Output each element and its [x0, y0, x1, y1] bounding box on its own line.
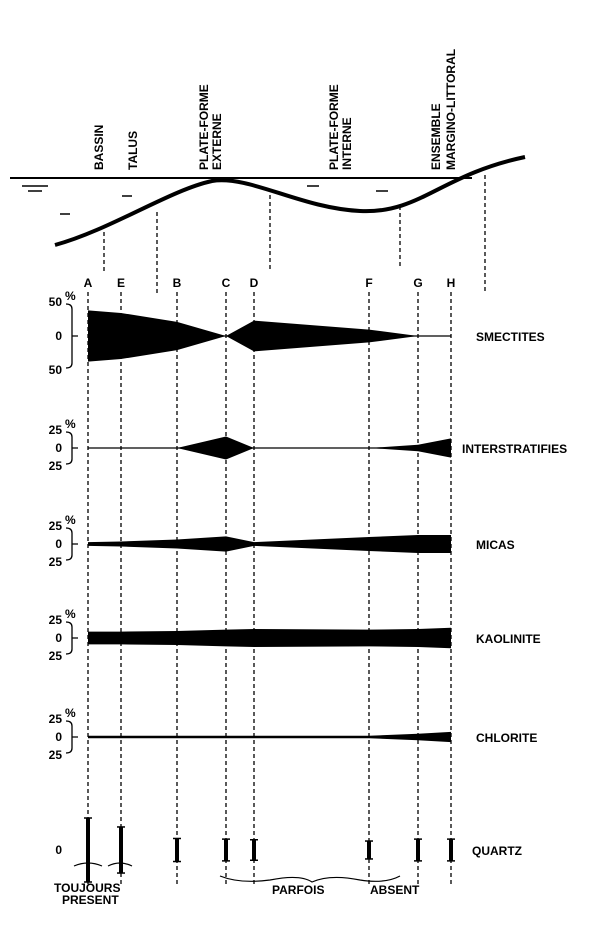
scale-zero: 0: [55, 441, 62, 455]
quartz-bar: [119, 827, 123, 873]
scale-top: 50: [49, 295, 63, 309]
brace: [74, 863, 132, 866]
legend-sometimes: PARFOIS: [272, 883, 324, 897]
scale-top: 25: [49, 712, 63, 726]
scale-top: 25: [49, 519, 63, 533]
environment-label: TALUS: [126, 131, 140, 170]
scale-zero: 0: [55, 537, 62, 551]
scale-zero: 0: [55, 730, 62, 744]
spindle: [88, 310, 451, 361]
scale-bracket: [66, 528, 78, 560]
quartz-zero: 0: [55, 843, 62, 857]
scale-top: 25: [49, 423, 63, 437]
scale-bottom: 25: [49, 555, 63, 569]
scale-zero: 0: [55, 329, 62, 343]
scale-bracket: [66, 622, 78, 654]
scale-bracket: [66, 432, 78, 464]
environment-label: ENSEMBLE: [429, 103, 443, 170]
mineral-name: MICAS: [476, 538, 515, 552]
environment-label: BASSIN: [92, 125, 106, 170]
scale-bottom: 25: [49, 748, 63, 762]
quartz-bar: [175, 838, 179, 861]
scale-zero: 0: [55, 631, 62, 645]
mineral-name: CHLORITE: [476, 731, 537, 745]
quartz-bar: [449, 839, 453, 861]
scale-bottom: 25: [49, 649, 63, 663]
percent: %: [65, 513, 76, 527]
station-label: F: [365, 276, 372, 290]
station-label: A: [84, 276, 93, 290]
quartz-bar: [224, 839, 228, 861]
mineral-name: QUARTZ: [472, 844, 522, 858]
scale-bracket: [66, 304, 78, 368]
scale-bottom: 25: [49, 459, 63, 473]
scale-top: 25: [49, 613, 63, 627]
environment-label: PLATE-FORME: [327, 84, 341, 170]
station-label: E: [117, 276, 125, 290]
station-label: B: [173, 276, 182, 290]
station-label: D: [250, 276, 259, 290]
spindle: [88, 535, 451, 553]
environment-label: PLATE-FORME: [197, 84, 211, 170]
quartz-bar: [86, 818, 90, 882]
brace: [220, 876, 400, 882]
percent: %: [65, 607, 76, 621]
mineral-name: KAOLINITE: [476, 632, 541, 646]
legend-always: PRESENT: [62, 893, 119, 907]
scale-bracket: [66, 721, 78, 753]
spindle: [88, 628, 451, 648]
mineral-name: SMECTITES: [476, 330, 545, 344]
percent: %: [65, 289, 76, 303]
figure: BASSINTALUSPLATE-FORMEEXTERNEPLATE-FORME…: [0, 0, 616, 938]
scale-bottom: 50: [49, 363, 63, 377]
quartz-bar: [416, 839, 420, 861]
station-label: H: [447, 276, 456, 290]
percent: %: [65, 706, 76, 720]
environment-label: INTERNE: [340, 117, 354, 170]
percent: %: [65, 417, 76, 431]
legend-absent: ABSENT: [370, 883, 420, 897]
station-label: G: [413, 276, 422, 290]
quartz-bar: [367, 841, 371, 859]
quartz-bar: [252, 840, 256, 860]
station-label: C: [222, 276, 231, 290]
environment-label: MARGINO-LITTORAL: [444, 49, 458, 170]
environment-label: EXTERNE: [210, 113, 224, 170]
mineral-name: INTERSTRATIFIES: [462, 442, 567, 456]
spindle: [88, 732, 451, 742]
